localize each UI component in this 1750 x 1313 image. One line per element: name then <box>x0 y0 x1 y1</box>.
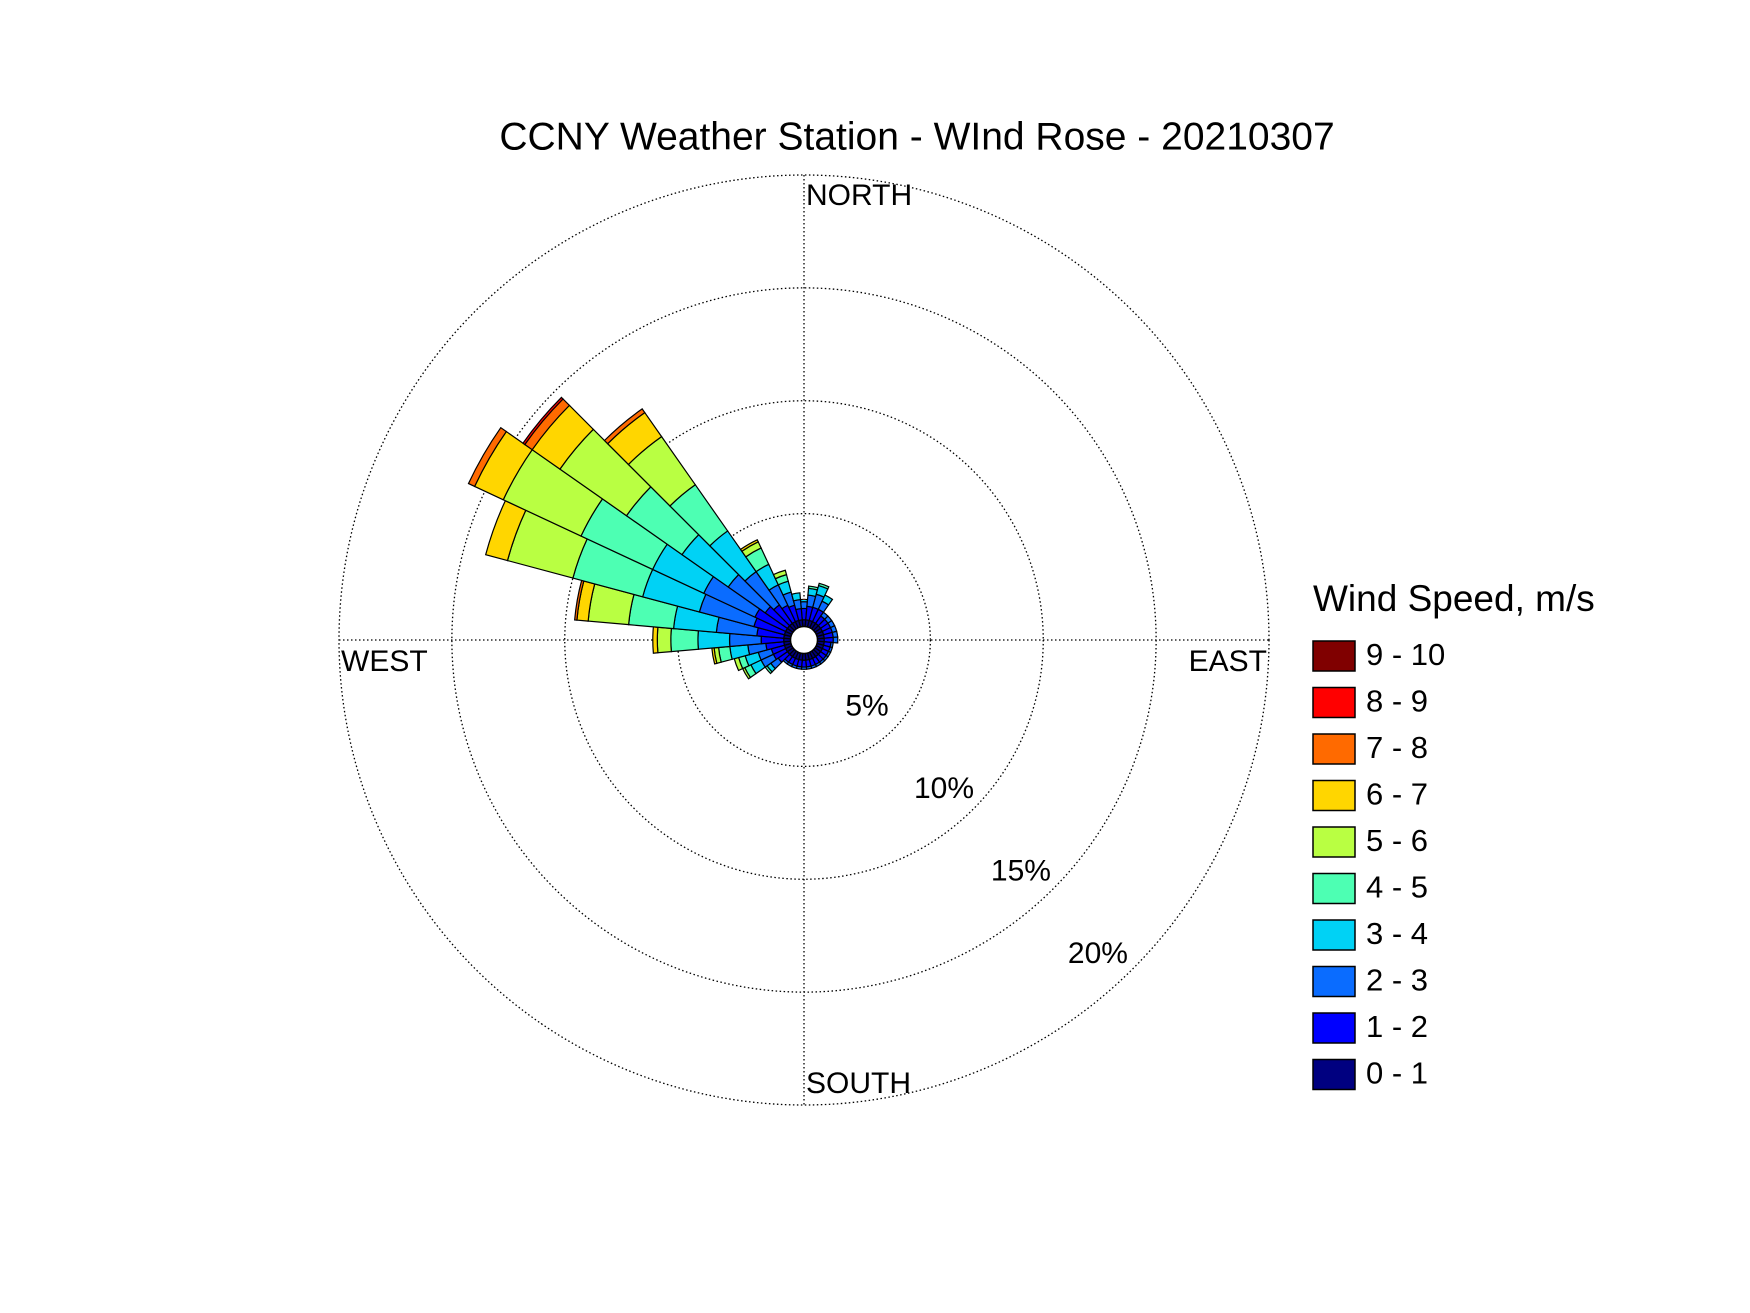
legend-swatch <box>1312 686 1356 719</box>
legend-label: 5 - 6 <box>1366 823 1428 858</box>
legend-label: 3 - 4 <box>1366 916 1428 951</box>
r-tick-label: 15% <box>991 855 1051 888</box>
direction-label: SOUTH <box>806 1067 911 1100</box>
legend-label: 4 - 5 <box>1366 870 1428 905</box>
legend-swatch <box>1312 919 1356 951</box>
petal-segment <box>656 626 673 654</box>
legend-swatch <box>1312 1058 1356 1091</box>
direction-label: EAST <box>1189 645 1267 678</box>
legend: Wind Speed, m/s 0 - 1 1 - 2 2 - 3 3 - 4 4 - … <box>1312 578 1595 1091</box>
petal-segment <box>799 598 809 603</box>
legend-label: 7 - 8 <box>1366 730 1428 765</box>
legend-swatch <box>1312 826 1356 858</box>
legend-label: 0 - 1 <box>1366 1056 1428 1091</box>
labels: 5% 10% 15% 20% NORTH EAST SOUTH WEST <box>341 179 1267 1100</box>
petal-segment <box>832 636 839 644</box>
legend-label: 8 - 9 <box>1366 684 1428 719</box>
legend-swatch <box>1312 733 1356 765</box>
legend-swatch <box>1312 640 1356 672</box>
petal-segment <box>791 592 802 602</box>
center-hole <box>789 625 819 655</box>
legend-label: 2 - 3 <box>1366 963 1428 998</box>
legend-label: 6 - 7 <box>1366 777 1428 812</box>
r-tick-label: 20% <box>1068 937 1128 970</box>
petal-segment <box>739 538 760 553</box>
legend-swatch <box>1312 872 1356 905</box>
direction-label: WEST <box>341 645 428 678</box>
legend-title: Wind Speed, m/s <box>1313 578 1595 619</box>
petal-segment <box>805 665 813 670</box>
legend-label: 9 - 10 <box>1366 637 1445 672</box>
legend-swatch <box>1312 779 1356 812</box>
r-tick-label: 5% <box>845 689 888 722</box>
petals <box>467 396 839 680</box>
chart-title: CCNY Weather Station - WInd Rose - 20210… <box>499 115 1334 158</box>
petal-segment <box>522 396 564 446</box>
r-tick-label: 10% <box>914 772 974 805</box>
petal-segment <box>670 627 699 653</box>
legend-swatch <box>1312 965 1356 998</box>
petal-segment <box>821 594 834 606</box>
legend-swatch <box>1312 1012 1356 1044</box>
petal-segment <box>652 626 659 654</box>
legend-label: 1 - 2 <box>1366 1009 1428 1044</box>
petal-segment <box>831 630 839 639</box>
petal-segment <box>817 582 830 590</box>
petal-segment <box>603 408 646 445</box>
petal-segment <box>772 569 788 580</box>
direction-label: NORTH <box>806 179 912 212</box>
